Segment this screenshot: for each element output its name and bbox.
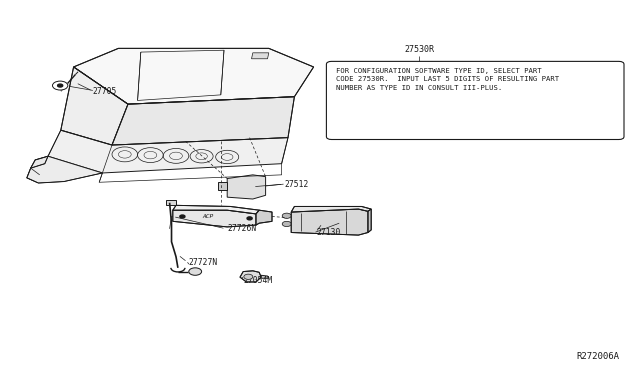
Text: 27130: 27130 (317, 228, 341, 237)
Polygon shape (218, 182, 227, 190)
Polygon shape (256, 210, 272, 225)
Polygon shape (27, 156, 102, 183)
Text: 27705: 27705 (93, 87, 117, 96)
Text: 27530R: 27530R (404, 45, 434, 54)
Polygon shape (291, 206, 371, 212)
Polygon shape (240, 271, 261, 282)
Polygon shape (173, 210, 256, 227)
Polygon shape (31, 156, 58, 175)
Circle shape (247, 217, 252, 220)
Text: 27054M: 27054M (243, 276, 273, 285)
Circle shape (282, 213, 291, 218)
Polygon shape (173, 205, 259, 214)
Circle shape (180, 215, 185, 218)
Circle shape (189, 268, 202, 275)
Circle shape (282, 221, 291, 227)
Polygon shape (166, 200, 176, 205)
Polygon shape (227, 175, 266, 199)
Text: 27726N: 27726N (227, 224, 257, 233)
Polygon shape (48, 130, 288, 173)
Text: 27727N: 27727N (189, 258, 218, 267)
FancyBboxPatch shape (326, 61, 624, 140)
Text: R272006A: R272006A (577, 352, 620, 361)
Polygon shape (261, 275, 269, 278)
Polygon shape (252, 53, 269, 59)
Text: ACP: ACP (202, 214, 214, 219)
Text: FOR CONFIGURATION SOFTWARE TYPE ID, SELECT PART
CODE 27530R.  INPUT LAST 5 DIGIT: FOR CONFIGURATION SOFTWARE TYPE ID, SELE… (336, 68, 559, 91)
Circle shape (58, 84, 63, 87)
Polygon shape (61, 67, 128, 145)
Circle shape (244, 274, 253, 279)
Circle shape (52, 81, 68, 90)
Polygon shape (27, 156, 58, 182)
Polygon shape (74, 48, 314, 104)
Polygon shape (368, 209, 371, 232)
Polygon shape (291, 209, 368, 235)
Text: 27512: 27512 (285, 180, 309, 189)
Polygon shape (112, 97, 294, 145)
